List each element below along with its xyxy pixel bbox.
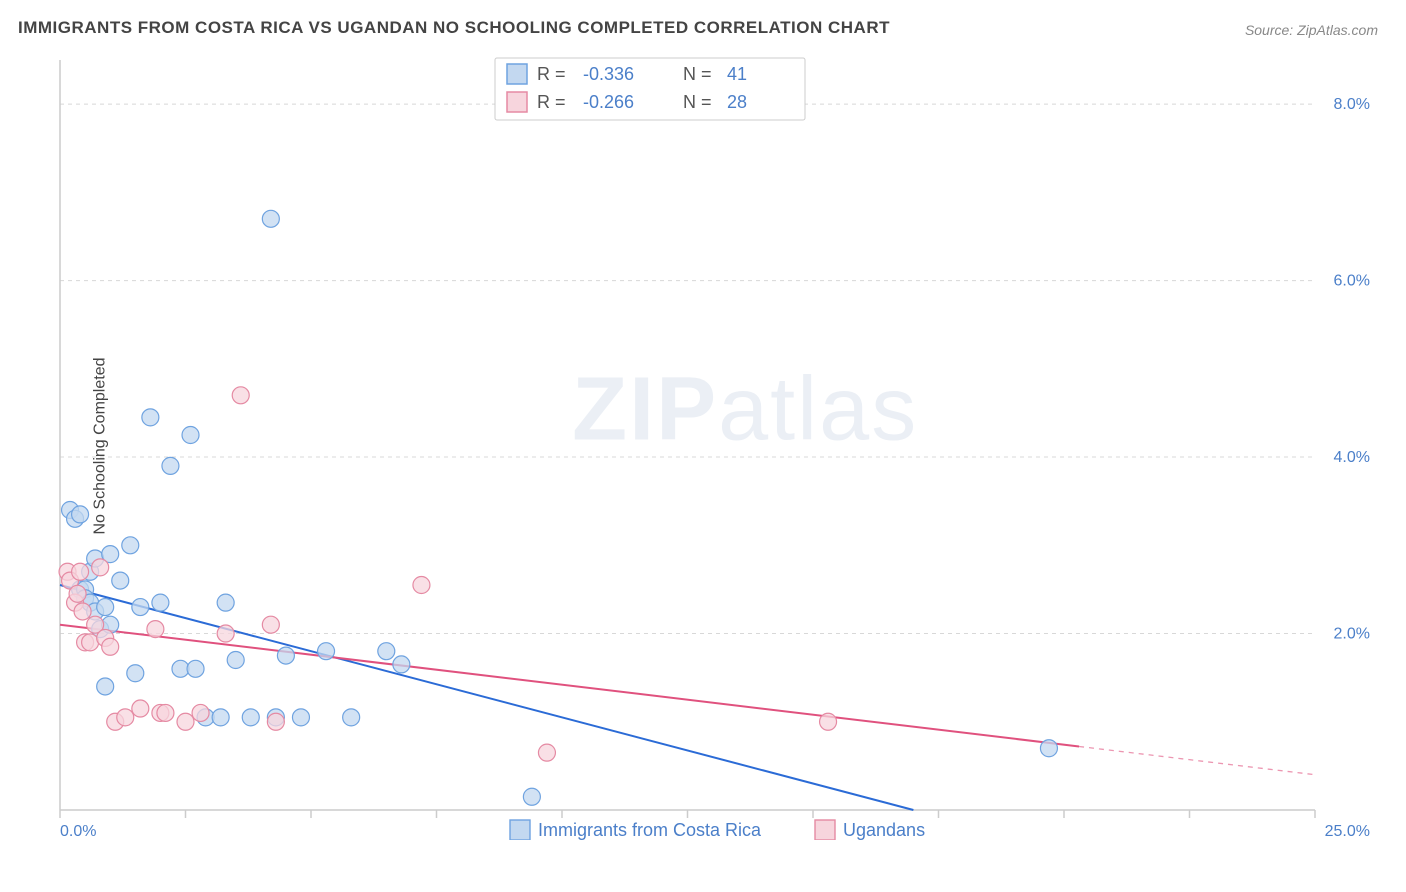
source-attribution: Source: ZipAtlas.com (1245, 22, 1378, 38)
svg-text:41: 41 (727, 64, 747, 84)
svg-text:0.0%: 0.0% (60, 823, 96, 840)
chart-area: 2.0% 4.0% 6.0% 8.0% 0.0% 25.0% R = -0.336 N = 41 R… (55, 50, 1375, 840)
svg-text:N =: N = (683, 64, 712, 84)
svg-text:R =: R = (537, 92, 566, 112)
svg-text:2.0%: 2.0% (1334, 626, 1370, 643)
svg-text:4.0%: 4.0% (1334, 449, 1370, 466)
svg-text:Ugandans: Ugandans (843, 820, 925, 840)
svg-text:28: 28 (727, 92, 747, 112)
svg-text:8.0%: 8.0% (1334, 96, 1370, 113)
chart-title: IMMIGRANTS FROM COSTA RICA VS UGANDAN NO… (18, 18, 890, 38)
svg-text:-0.336: -0.336 (583, 64, 634, 84)
svg-text:-0.266: -0.266 (583, 92, 634, 112)
svg-text:6.0%: 6.0% (1334, 273, 1370, 290)
svg-text:Immigrants from Costa Rica: Immigrants from Costa Rica (538, 820, 762, 840)
svg-text:N =: N = (683, 92, 712, 112)
svg-text:25.0%: 25.0% (1325, 823, 1370, 840)
scatter-chart: 2.0% 4.0% 6.0% 8.0% 0.0% 25.0% R = -0.336 N = 41 R… (55, 50, 1375, 840)
svg-text:R =: R = (537, 64, 566, 84)
